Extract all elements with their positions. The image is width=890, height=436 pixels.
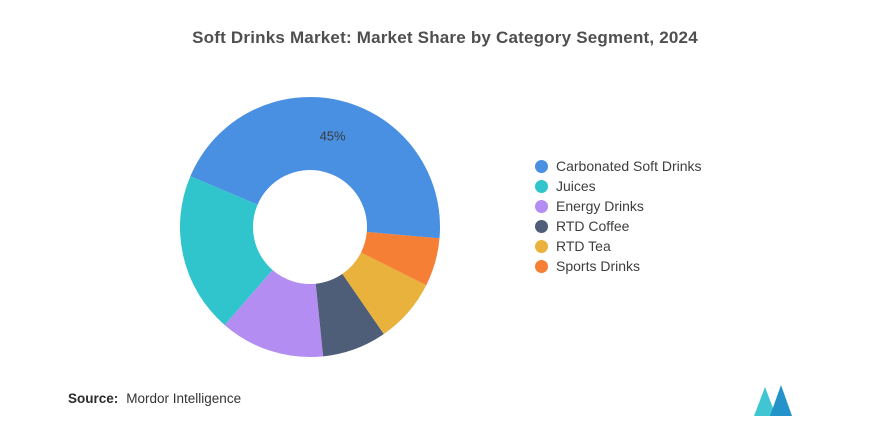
donut-chart-area: 45% (150, 67, 470, 387)
legend-swatch (535, 199, 548, 213)
slice-data-label: 45% (320, 128, 346, 143)
mordor-intelligence-logo (754, 385, 792, 416)
legend-label: RTD Tea (556, 238, 611, 254)
legend-swatch (535, 179, 548, 193)
logo-left-peak (754, 387, 776, 416)
pie-slice-carbonated-soft-drinks (190, 96, 441, 239)
legend-swatch (535, 259, 548, 273)
legend-item-rtd-tea: RTD Tea (535, 236, 702, 256)
legend-label: Sports Drinks (556, 258, 641, 274)
chart-title: Soft Drinks Market: Market Share by Cate… (192, 28, 698, 47)
legend-item-rtd-coffee: RTD Coffee (535, 216, 702, 236)
legend-label: Juices (556, 178, 596, 194)
source-line: Source: Mordor Intelligence (68, 391, 241, 406)
legend-label: RTD Coffee (556, 218, 630, 234)
legend-label: Carbonated Soft Drinks (556, 158, 702, 174)
pie-slice-energy-drinks (224, 270, 324, 357)
pie-slice-rtd-tea (342, 252, 427, 335)
legend-item-juices: Juices (535, 176, 702, 196)
chart-legend: Carbonated Soft Drinks Juices Energy Drink… (535, 156, 702, 276)
legend-label: Energy Drinks (556, 198, 644, 214)
legend-item-energy-drinks: Energy Drinks (535, 196, 702, 216)
pie-slice-rtd-coffee (315, 273, 384, 357)
legend-item-sports-drinks: Sports Drinks (535, 256, 702, 276)
legend-swatch (535, 159, 548, 173)
pie-slice-juices (179, 176, 273, 326)
logo-right-peak (770, 385, 792, 416)
donut-chart: 45% (179, 96, 441, 357)
pie-slice-sports-drinks (360, 231, 440, 286)
legend-swatch (535, 239, 548, 253)
source-label: Source: (68, 391, 119, 406)
legend-item-carbonated-soft-drinks: Carbonated Soft Drinks (535, 156, 702, 176)
source-value: Mordor Intelligence (126, 391, 242, 406)
legend-swatch (535, 219, 548, 233)
